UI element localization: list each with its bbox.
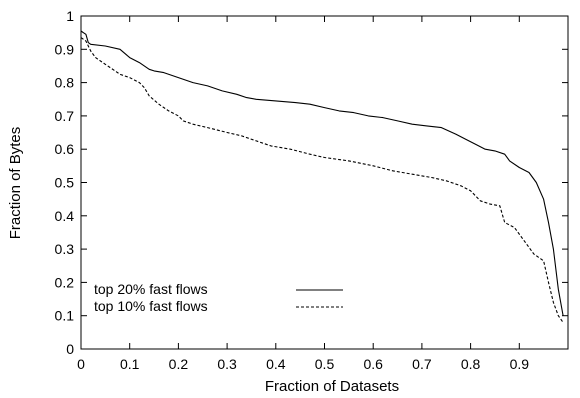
y-axis-label: Fraction of Bytes [7, 127, 24, 240]
y-tick-label: 0.2 [55, 274, 75, 290]
y-tick-label: 0.5 [55, 175, 75, 191]
y-tick-label: 0.4 [55, 208, 75, 224]
y-tick-label: 0.3 [55, 241, 75, 257]
y-tick-label: 1 [66, 8, 74, 24]
y-tick-label: 0.8 [55, 75, 75, 91]
x-tick-label: 0.2 [169, 356, 189, 372]
x-tick-label: 0.6 [363, 356, 383, 372]
x-tick-label: 0.1 [120, 356, 140, 372]
series-lines [80, 30, 564, 323]
legend-entry-label: top 20% fast flows [94, 281, 208, 297]
x-tick-label: 0.9 [510, 356, 530, 372]
ticks: 0 0.1 0.2 0.3 0.4 0.5 0.6 0.7 0.8 0.9 1 0 0.1 0.2 0.3 0… [55, 8, 568, 372]
y-tick-label: 0.6 [55, 141, 75, 157]
x-tick-label: 0.4 [266, 356, 286, 372]
x-tick-label: 0.8 [461, 356, 481, 372]
x-axis-label: Fraction of Datasets [265, 378, 399, 395]
x-tick-label: 0.3 [217, 356, 237, 372]
y-tick-label: 0.1 [55, 308, 75, 324]
series-line-2 [80, 37, 564, 323]
y-tick-label: 0 [66, 341, 74, 357]
x-tick-label: 0.5 [315, 356, 335, 372]
legend-entry-label: top 10% fast flows [94, 298, 208, 314]
x-tick-label: 0.7 [412, 356, 432, 372]
series-line-1 [80, 30, 564, 316]
x-tick-label: 0 [77, 356, 85, 372]
y-tick-label: 0.9 [55, 41, 75, 57]
y-tick-label: 0.7 [55, 108, 75, 124]
